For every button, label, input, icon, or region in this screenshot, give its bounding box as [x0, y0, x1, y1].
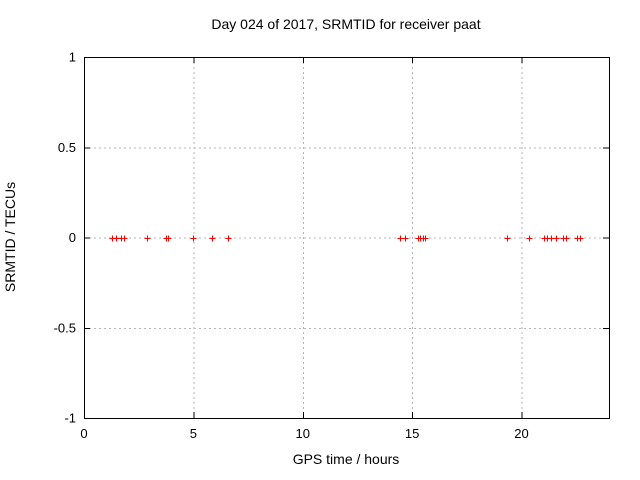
data-point-marker [144, 235, 151, 242]
data-point-marker [190, 235, 197, 242]
y-tick-label: -1 [64, 411, 76, 426]
x-tick-label: 10 [296, 426, 310, 441]
data-point-marker [526, 235, 533, 242]
data-point-marker [577, 235, 584, 242]
data-point-marker [504, 235, 511, 242]
grid-layer [84, 57, 609, 418]
x-tick-label: 15 [405, 426, 419, 441]
y-tick-label: 1 [69, 50, 76, 65]
x-tick-label: 5 [190, 426, 197, 441]
data-point-marker [563, 235, 570, 242]
points-layer [109, 235, 584, 242]
data-point-marker [225, 235, 232, 242]
x-tick-label: 0 [80, 426, 87, 441]
chart-title: Day 024 of 2017, SRMTID for receiver paa… [211, 16, 480, 32]
data-point-marker [422, 235, 429, 242]
y-tick-label: 0 [69, 230, 76, 245]
y-tick-label: -0.5 [54, 320, 76, 335]
y-tick-label: 0.5 [58, 140, 76, 155]
data-point-marker [165, 235, 172, 242]
data-point-marker [553, 235, 560, 242]
data-point-marker [402, 235, 409, 242]
tick-label-layer: 0 5 10 15 20 -1 -0.5 0 0.5 1 [54, 50, 529, 442]
data-point-marker [209, 235, 216, 242]
data-point-marker [121, 235, 128, 242]
x-tick-label: 20 [514, 426, 528, 441]
y-axis-label: SRMTID / TECUs [2, 182, 18, 292]
x-axis-label: GPS time / hours [293, 451, 400, 467]
axis-layer [84, 57, 610, 419]
